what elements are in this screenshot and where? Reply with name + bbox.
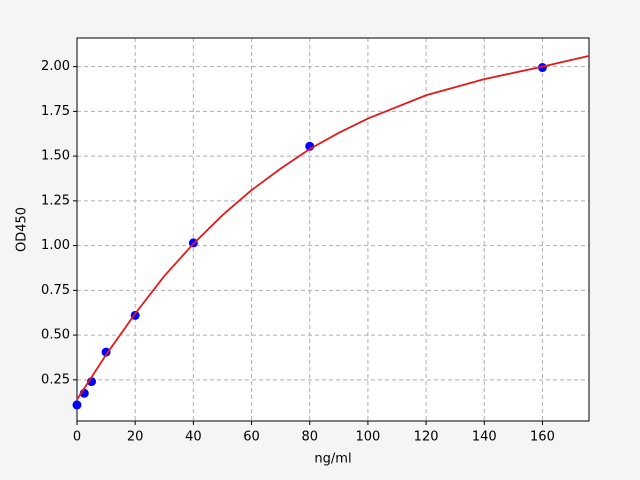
x-tick-label: 120 xyxy=(414,430,439,445)
plot-area xyxy=(77,38,589,421)
x-tick-label: 40 xyxy=(185,430,202,445)
x-tick-label: 160 xyxy=(530,430,555,445)
y-tick-label: 1.00 xyxy=(41,238,70,253)
x-tick-label: 80 xyxy=(301,430,318,445)
x-tick-label: 0 xyxy=(73,430,81,445)
x-tick-label: 140 xyxy=(472,430,497,445)
y-tick-label: 1.50 xyxy=(41,149,70,164)
y-tick-label: 1.25 xyxy=(41,193,70,208)
x-axis-label: ng/ml xyxy=(314,452,351,467)
y-tick-label: 2.00 xyxy=(41,59,70,74)
data-point xyxy=(101,347,111,357)
x-tick-label: 60 xyxy=(243,430,260,445)
y-tick-label: 0.50 xyxy=(41,328,70,343)
data-point xyxy=(72,400,82,410)
x-tick-label: 20 xyxy=(127,430,144,445)
y-tick-label: 0.75 xyxy=(41,283,70,298)
y-tick-label: 0.25 xyxy=(41,372,70,387)
y-tick-label: 1.75 xyxy=(41,104,70,119)
y-axis-label: OD450 xyxy=(15,207,30,252)
x-tick-label: 100 xyxy=(355,430,380,445)
fit-curve xyxy=(76,55,590,401)
plot-frame xyxy=(76,37,590,422)
